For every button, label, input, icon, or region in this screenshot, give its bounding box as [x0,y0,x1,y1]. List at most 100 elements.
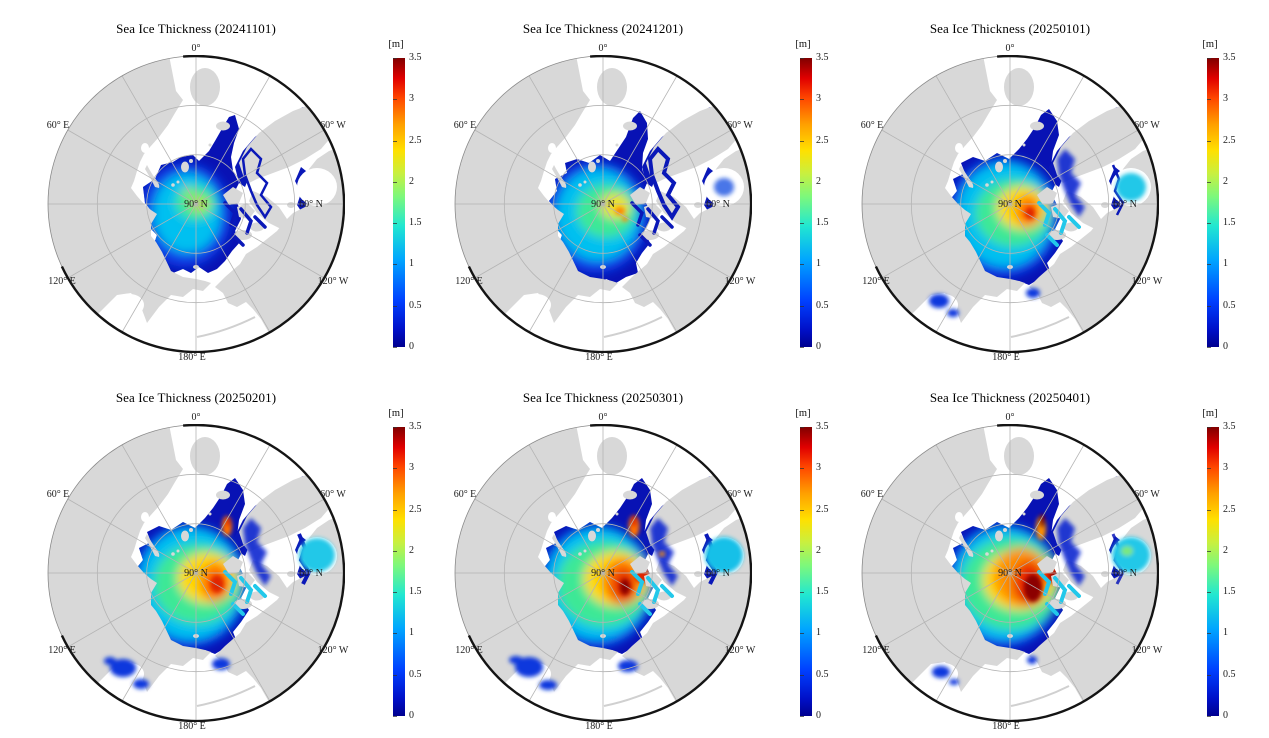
colorbar-tick: 2 [409,176,414,187]
panel-20250301: Sea Ice Thickness (20250301) [407,369,847,738]
colorbar-tick: 2 [409,545,414,556]
label-lon-60w: 60° W [320,120,346,131]
polar-map [47,55,345,353]
colorbar-tick: 1 [1223,258,1228,269]
colorbar-tick: 2 [1223,545,1228,556]
hudson-bay-ice [299,538,335,572]
colorbar-tick: 0 [1223,710,1228,721]
colorbar-tick: 1 [816,258,821,269]
label-lon-60e: 60° E [453,489,477,500]
label-lon-120e: 120° E [455,645,483,656]
bering-ice [618,660,638,672]
colorbar [393,58,405,347]
colorbar-tick: 3.5 [1223,421,1236,432]
colorbar-unit: [m] [795,408,811,419]
label-lon-180e: 180° E [585,352,613,363]
colorbar-unit: [m] [388,408,404,419]
label-lon-0: 0° [1005,412,1015,423]
label-lat-60n: 60° N [1113,199,1137,210]
label-lat-60n: 60° N [706,568,730,579]
hudson-bay-ice [1112,537,1150,573]
label-lat-60n: 60° N [299,199,323,210]
label-lat-90n: 90° N [184,568,208,579]
colorbar-tick: 0.5 [816,300,829,311]
label-lon-120e: 120° E [48,645,76,656]
colorbar-tick: 0.5 [1223,300,1236,311]
colorbar-tick: 3 [1223,462,1228,473]
label-lat-90n: 90° N [998,568,1022,579]
colorbar-tick: 2.5 [816,135,829,146]
panel-title: Sea Ice Thickness (20241101) [116,21,276,36]
colorbar-unit: [m] [388,39,404,50]
label-lat-60n: 60° N [299,568,323,579]
colorbar-tick: 1 [409,627,414,638]
label-lon-60e: 60° E [46,489,70,500]
colorbar-tick: 0 [816,710,821,721]
hudson-bay-ice [705,537,743,573]
label-lon-0: 0° [191,412,201,423]
colorbar [800,427,812,716]
colorbar-tick: 1 [816,627,821,638]
okhotsk-ice [104,657,149,689]
colorbar-tick: 2.5 [1223,135,1236,146]
label-lon-60w: 60° W [727,120,753,131]
label-lon-120w: 120° W [1131,645,1163,656]
colorbar-tick: 3 [409,93,414,104]
label-lon-120w: 120° W [724,645,756,656]
polar-map [454,424,752,722]
ice-pack [143,115,241,273]
colorbar-tick: 2.5 [409,135,422,146]
label-lon-120w: 120° W [317,645,349,656]
label-lon-60e: 60° E [453,120,477,131]
label-lat-60n: 60° N [1113,568,1137,579]
label-lon-180e: 180° E [178,352,206,363]
colorbar-tick: 2.5 [409,504,422,515]
okhotsk-ice [932,666,959,685]
panel-20250101: Sea Ice Thickness (20250101) [814,0,1254,369]
colorbar-tick: 2.5 [816,504,829,515]
colorbar-tick: 3.5 [1223,52,1236,63]
panel-20250201: Sea Ice Thickness (20250201) [0,369,440,738]
colorbar-tick: 1.5 [816,217,829,228]
colorbar-tick: 1.5 [816,586,829,597]
polar-map [454,55,752,353]
colorbar-tick: 0 [409,710,414,721]
panel-title: Sea Ice Thickness (20250301) [522,390,684,405]
panel-title: Sea Ice Thickness (20241201) [522,21,684,36]
panel-20250401: Sea Ice Thickness (20250401) [814,369,1254,738]
label-lon-120e: 120° E [862,276,890,287]
label-lon-120e: 120° E [862,645,890,656]
label-lon-180e: 180° E [992,721,1020,732]
colorbar-tick: 0.5 [409,300,422,311]
polar-map [861,55,1159,353]
label-lon-120w: 120° W [317,276,349,287]
label-lon-60w: 60° W [727,489,753,500]
colorbar-tick: 3 [816,462,821,473]
label-lon-0: 0° [191,43,201,54]
colorbar-tick: 1.5 [409,586,422,597]
label-lon-120w: 120° W [1131,276,1163,287]
colorbar-tick: 0.5 [409,669,422,680]
colorbar [393,427,405,716]
panel-title: Sea Ice Thickness (20250401) [929,390,1091,405]
bering-ice [1026,288,1040,298]
colorbar-tick: 0.5 [816,669,829,680]
colorbar-unit: [m] [795,39,811,50]
colorbar [800,58,812,347]
colorbar-tick: 1.5 [1223,217,1236,228]
colorbar-tick: 2.5 [1223,504,1236,515]
colorbar [1207,427,1219,716]
colorbar-tick: 2 [816,545,821,556]
colorbar-tick: 0 [409,341,414,352]
label-lon-180e: 180° E [178,721,206,732]
label-lon-0: 0° [1005,43,1015,54]
colorbar-tick: 0 [816,341,821,352]
okhotsk-ice [929,294,959,317]
colorbar-tick: 3.5 [409,421,422,432]
colorbar-tick: 3.5 [816,421,829,432]
colorbar-unit: [m] [1202,39,1218,50]
colorbar-unit: [m] [1202,408,1218,419]
colorbar [1207,58,1219,347]
colorbar-tick: 3 [409,462,414,473]
label-lat-90n: 90° N [184,199,208,210]
